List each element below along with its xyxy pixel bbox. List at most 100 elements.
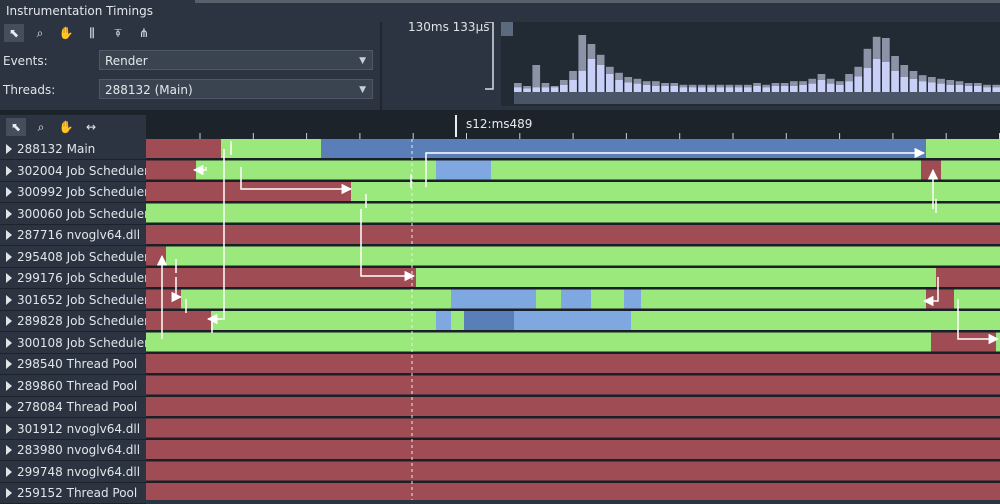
pan-hand-icon[interactable]: ✋ <box>58 120 74 134</box>
thread-row[interactable]: 283980 nvoglv64.dll <box>0 440 146 461</box>
thread-row[interactable]: 302004 Job Scheduler 3 <box>0 161 160 182</box>
lane-segment[interactable] <box>451 311 464 330</box>
lane[interactable] <box>146 440 1000 459</box>
expand-triangle-icon[interactable] <box>6 380 12 391</box>
histogram-selection-marker[interactable] <box>501 22 513 36</box>
lane[interactable] <box>146 461 1000 481</box>
lane-segment[interactable] <box>436 311 451 330</box>
zoom-icon[interactable]: ⌕ <box>36 26 44 40</box>
expand-triangle-icon[interactable] <box>6 316 12 326</box>
hierarchy-icon[interactable]: ⍕ <box>114 26 122 40</box>
expand-triangle-icon[interactable] <box>6 294 12 305</box>
thread-row[interactable]: 295408 Job Scheduler 7 <box>0 247 160 268</box>
lane-segment[interactable] <box>146 246 166 266</box>
expand-triangle-icon[interactable] <box>6 466 12 477</box>
lane-segment[interactable] <box>931 332 996 352</box>
expand-triangle-icon[interactable] <box>6 488 12 498</box>
lane-segment[interactable] <box>146 311 211 330</box>
timeline-lanes[interactable] <box>146 139 1000 500</box>
lane-segment[interactable] <box>646 311 1000 330</box>
fit-width-icon[interactable]: ↔ <box>85 120 97 134</box>
expand-triangle-icon[interactable] <box>6 165 12 176</box>
lane-segment[interactable] <box>436 160 491 180</box>
lane-segment[interactable] <box>166 246 1000 266</box>
expand-triangle-icon[interactable] <box>6 187 12 197</box>
expand-triangle-icon[interactable] <box>6 359 12 369</box>
lane-segment[interactable] <box>464 311 514 330</box>
expand-triangle-icon[interactable] <box>6 445 12 455</box>
expand-triangle-icon[interactable] <box>6 251 12 262</box>
thread-row[interactable]: 298540 Thread Pool <box>0 354 146 375</box>
thread-row[interactable]: 299748 nvoglv64.dll <box>0 462 146 483</box>
thread-row[interactable]: 289828 Job Scheduler 6 <box>0 311 160 332</box>
lane[interactable] <box>146 397 1000 416</box>
expand-triangle-icon[interactable] <box>6 144 12 154</box>
lane-segment[interactable] <box>936 268 1000 287</box>
pointer-icon[interactable]: ⬉ <box>6 118 26 136</box>
thread-row[interactable]: 289860 Thread Pool <box>0 376 146 397</box>
lane-segment[interactable] <box>561 289 591 309</box>
events-select[interactable]: Render ▼ <box>99 50 373 70</box>
lane-segment[interactable] <box>641 289 926 309</box>
dependency-arrow <box>171 277 183 303</box>
thread-row[interactable]: 301652 Job Scheduler 8 <box>0 290 160 311</box>
thread-name: 299176 Job Scheduler 1 <box>17 271 161 285</box>
thread-row[interactable]: 278084 Thread Pool <box>0 397 146 418</box>
lane-segment[interactable] <box>921 160 941 180</box>
lane-segment[interactable] <box>146 225 1000 244</box>
expand-triangle-icon[interactable] <box>6 208 12 219</box>
timeline-canvas[interactable] <box>146 139 1000 500</box>
lane-segment[interactable] <box>241 139 321 158</box>
splitter[interactable] <box>0 110 1000 115</box>
pan-hand-icon[interactable]: ✋ <box>58 26 74 40</box>
thread-row[interactable]: 299176 Job Scheduler 1 <box>0 268 160 289</box>
expand-triangle-icon[interactable] <box>6 230 12 240</box>
lane-segment[interactable] <box>146 203 1000 223</box>
lane-segment[interactable] <box>996 332 1000 352</box>
lane[interactable] <box>146 418 1000 438</box>
lane-segment[interactable] <box>416 268 936 287</box>
lane-segment[interactable] <box>941 160 1000 180</box>
lane-segment[interactable] <box>624 289 641 309</box>
lane[interactable] <box>146 375 1000 395</box>
lane-segment[interactable] <box>491 160 921 180</box>
tree-icon[interactable]: ⋔ <box>138 26 150 40</box>
histogram[interactable] <box>382 21 1000 110</box>
lane-segment[interactable] <box>954 289 1000 309</box>
align-bars-icon[interactable]: ⫼ <box>89 26 95 40</box>
expand-triangle-icon[interactable] <box>6 402 12 412</box>
thread-row[interactable]: 287716 nvoglv64.dll <box>0 225 146 246</box>
lane-segment[interactable] <box>146 182 351 201</box>
pointer-icon[interactable]: ⬉ <box>4 24 24 42</box>
thread-row[interactable]: 300108 Job Scheduler 4 <box>0 333 160 354</box>
lane-segment[interactable] <box>146 139 221 158</box>
lane-segment[interactable] <box>926 289 954 309</box>
lane-segment[interactable] <box>146 332 931 352</box>
lane-segment[interactable] <box>146 268 416 287</box>
lane-segment[interactable] <box>196 160 436 180</box>
zoom-icon[interactable]: ⌕ <box>37 120 45 134</box>
expand-triangle-icon[interactable] <box>6 273 12 283</box>
time-cursor[interactable] <box>455 115 457 137</box>
lane-segment[interactable] <box>451 289 536 309</box>
thread-row[interactable]: 300992 Job Scheduler 5 <box>0 182 160 203</box>
lane-segment[interactable] <box>351 182 1000 201</box>
thread-row[interactable]: 288132 Main <box>0 139 146 160</box>
lane[interactable] <box>146 483 1000 500</box>
threads-select[interactable]: 288132 (Main) ▼ <box>99 79 373 99</box>
lane-segment[interactable] <box>536 289 561 309</box>
thread-row[interactable]: 300060 Job Scheduler 2 <box>0 204 160 225</box>
lane[interactable] <box>146 354 1000 373</box>
lane-segment[interactable] <box>926 139 1000 158</box>
lane-segment[interactable] <box>146 160 196 180</box>
time-ruler[interactable] <box>146 115 1000 139</box>
thread-row[interactable]: 301912 nvoglv64.dll <box>0 419 146 440</box>
lane-segment[interactable] <box>211 311 436 330</box>
lane-segment[interactable] <box>631 311 646 330</box>
lane-segment[interactable] <box>591 289 624 309</box>
lane-segment[interactable] <box>514 311 631 330</box>
thread-row[interactable]: 259152 Thread Pool <box>0 483 146 504</box>
expand-triangle-icon[interactable] <box>6 337 12 348</box>
expand-triangle-icon[interactable] <box>6 423 12 434</box>
lane-segment[interactable] <box>181 289 451 309</box>
